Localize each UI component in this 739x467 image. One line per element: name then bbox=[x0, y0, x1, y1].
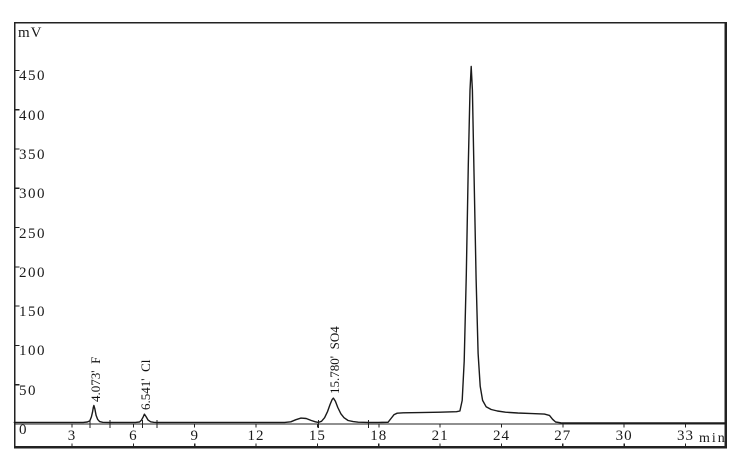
x-tick-label: 9 bbox=[190, 428, 199, 444]
y-tick-label: 350 bbox=[19, 147, 46, 163]
y-tick-label: 400 bbox=[19, 107, 46, 124]
axis-ticks bbox=[15, 69, 687, 448]
plot-frame bbox=[13, 21, 727, 449]
x-tick-label: 6 bbox=[129, 428, 138, 444]
y-tick-label: 150 bbox=[19, 304, 46, 321]
x-tick-label: 24 bbox=[492, 428, 510, 444]
x-tick-label: 15 bbox=[308, 428, 326, 444]
x-tick-label: 33 bbox=[677, 428, 694, 444]
signal-trace bbox=[13, 65, 727, 424]
x-tick-label: 27 bbox=[554, 428, 572, 444]
y-tick-label: 250 bbox=[19, 225, 46, 242]
peak-label-Cl: 6.541' Cl bbox=[138, 359, 154, 411]
y-tick-label: 0 bbox=[19, 422, 28, 438]
y-tick-label: 50 bbox=[19, 382, 37, 399]
y-tick-label: 100 bbox=[19, 343, 46, 360]
trace-path bbox=[13, 65, 727, 424]
x-axis-unit-label: min bbox=[699, 431, 727, 446]
y-axis-unit-label: mV bbox=[18, 25, 43, 41]
y-tick-label: 450 bbox=[19, 68, 46, 85]
x-tick-label: 21 bbox=[431, 428, 449, 444]
x-tick-label: 18 bbox=[370, 428, 388, 444]
peak-label-F: 4.073' F bbox=[87, 356, 103, 402]
x-tick-label: 30 bbox=[615, 428, 633, 444]
y-tick-label: 200 bbox=[19, 264, 46, 281]
x-tick-label: 12 bbox=[247, 428, 265, 444]
x-tick-label: 3 bbox=[67, 428, 77, 444]
peak-label-SO4: 15.780' SO4 bbox=[327, 326, 343, 395]
y-tick-label: 300 bbox=[19, 186, 46, 203]
